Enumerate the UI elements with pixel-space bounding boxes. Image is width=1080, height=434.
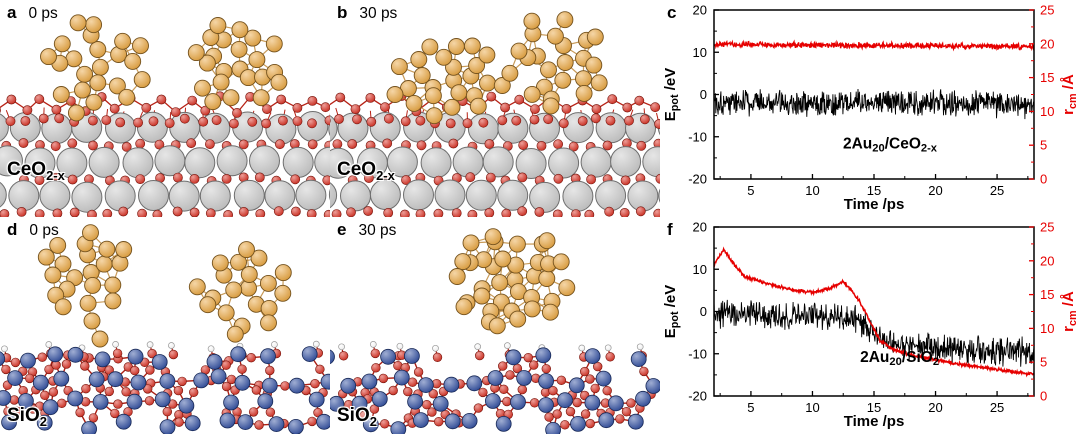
svg-text:10: 10 xyxy=(1040,104,1054,119)
time-label: 0 ps xyxy=(28,5,58,22)
panel-d-silica-0ps: d 0 ps SiO2 xyxy=(0,217,330,434)
panel-b-header: b 30 ps xyxy=(337,3,397,23)
svg-text:rcm /Å: rcm /Å xyxy=(1060,291,1079,332)
svg-text:15: 15 xyxy=(867,183,881,198)
panel-d-header: d 0 ps xyxy=(7,220,59,240)
ceria-30ps-structure-image xyxy=(330,11,660,217)
panel-letter: d xyxy=(7,220,18,239)
silica-0ps-structure-image xyxy=(0,224,330,434)
svg-text:15: 15 xyxy=(867,400,881,415)
svg-text:2Au20/SiO2: 2Au20/SiO2 xyxy=(860,349,939,368)
panel-c-header: c xyxy=(667,3,676,23)
time-label: 0 ps xyxy=(29,222,59,239)
material-label: CeO2-x xyxy=(337,159,395,183)
svg-text:20: 20 xyxy=(928,183,942,198)
svg-text:0: 0 xyxy=(700,304,707,319)
panel-b-ceria-30ps: b 30 ps CeO2-x xyxy=(330,0,660,217)
svg-text:0: 0 xyxy=(700,87,707,102)
svg-text:2Au20/CeO2-x: 2Au20/CeO2-x xyxy=(843,136,938,155)
material-label: SiO2 xyxy=(337,405,377,429)
svg-text:25: 25 xyxy=(1040,3,1054,18)
panel-a-ceria-0ps: a 0 ps CeO2-x xyxy=(0,0,330,217)
svg-text:10: 10 xyxy=(805,400,819,415)
svg-text:Time /ps: Time /ps xyxy=(844,196,905,213)
svg-text:25: 25 xyxy=(990,183,1004,198)
panel-e-header: e 30 ps xyxy=(337,220,396,240)
panel-letter: c xyxy=(667,3,677,22)
svg-text:20: 20 xyxy=(693,220,707,235)
svg-text:0: 0 xyxy=(1040,172,1047,187)
svg-text:5: 5 xyxy=(747,183,754,198)
svg-text:25: 25 xyxy=(990,400,1004,415)
ceria-md-plot: 20 10 0 -10 -20 25 20 15 10 5 0 5 10 15 20 25 Time /ps Ep… xyxy=(662,3,1079,214)
svg-text:25: 25 xyxy=(1040,220,1054,235)
panel-letter: b xyxy=(337,3,348,22)
svg-text:5: 5 xyxy=(1040,138,1047,153)
panel-f-header: f xyxy=(667,220,673,240)
panel-a-header: a 0 ps xyxy=(7,3,58,23)
svg-text:10: 10 xyxy=(693,45,707,60)
svg-text:15: 15 xyxy=(1040,287,1054,302)
time-label: 30 ps xyxy=(359,5,398,22)
panel-letter: a xyxy=(7,3,17,22)
panel-letter: f xyxy=(667,220,673,239)
panel-f-silica-chart: 20 10 0 -10 -20 25 20 15 10 5 0 5 10 15 20 25 Time /ps Ep… xyxy=(660,217,1080,434)
silica-30ps-structure-image xyxy=(330,228,660,434)
svg-text:10: 10 xyxy=(805,183,819,198)
svg-text:-10: -10 xyxy=(688,129,707,144)
svg-text:-10: -10 xyxy=(688,346,707,361)
svg-text:Time /ps: Time /ps xyxy=(844,413,905,430)
svg-text:10: 10 xyxy=(1040,321,1054,336)
material-label: SiO2 xyxy=(7,405,47,429)
svg-text:Epot /eV: Epot /eV xyxy=(662,68,681,122)
material-label: CeO2-x xyxy=(7,159,65,183)
svg-text:5: 5 xyxy=(1040,355,1047,370)
svg-text:20: 20 xyxy=(693,3,707,18)
svg-text:Epot /eV: Epot /eV xyxy=(662,285,681,339)
svg-text:0: 0 xyxy=(1040,389,1047,404)
panel-c-ceria-chart: 20 10 0 -10 -20 25 20 15 10 5 0 5 10 15 20 25 Time /ps Ep… xyxy=(660,0,1080,217)
panel-e-silica-30ps: e 30 ps SiO2 xyxy=(330,217,660,434)
svg-text:20: 20 xyxy=(1040,253,1054,268)
svg-text:10: 10 xyxy=(693,262,707,277)
svg-text:20: 20 xyxy=(1040,36,1054,51)
time-label: 30 ps xyxy=(358,222,397,239)
svg-text:20: 20 xyxy=(928,400,942,415)
silica-md-plot: 20 10 0 -10 -20 25 20 15 10 5 0 5 10 15 20 25 Time /ps Ep… xyxy=(662,220,1079,431)
svg-text:15: 15 xyxy=(1040,70,1054,85)
svg-text:-20: -20 xyxy=(688,172,707,187)
svg-text:-20: -20 xyxy=(688,389,707,404)
svg-text:5: 5 xyxy=(747,400,754,415)
panel-letter: e xyxy=(337,220,347,239)
ceria-0ps-structure-image xyxy=(0,14,330,217)
svg-text:rcm /Å: rcm /Å xyxy=(1060,74,1079,115)
